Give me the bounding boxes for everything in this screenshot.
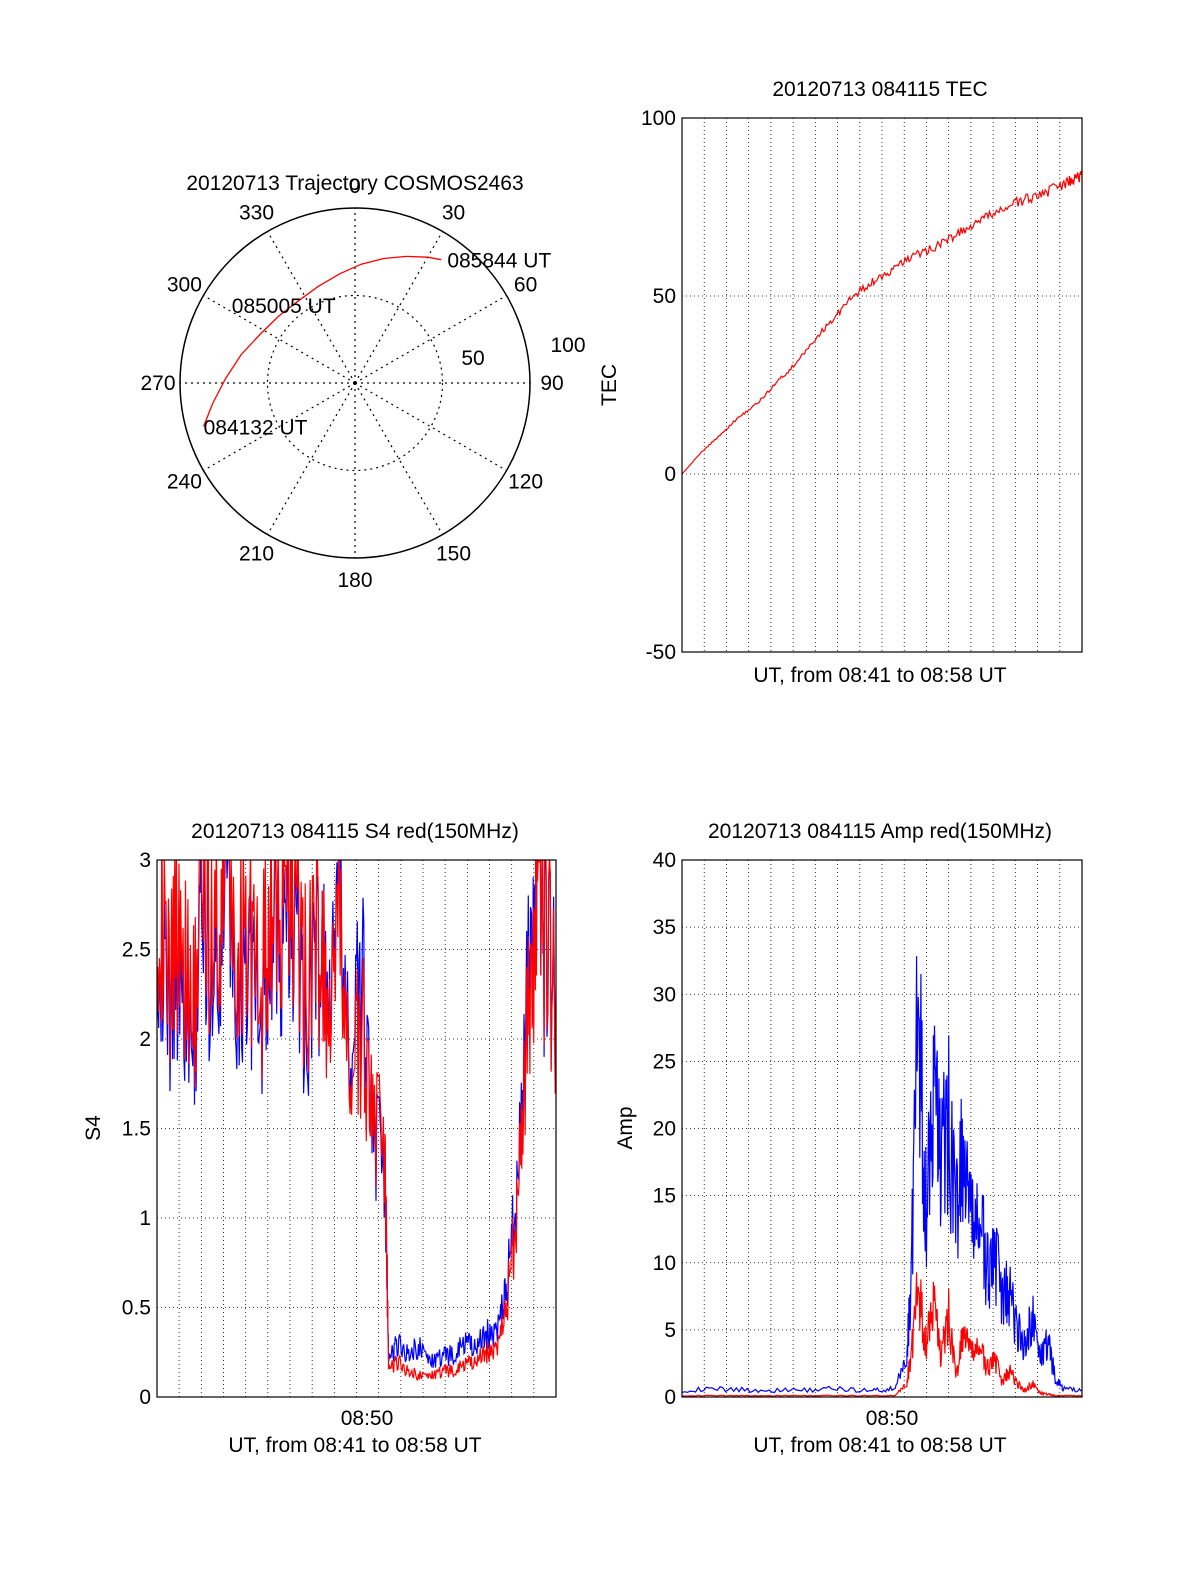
tec-xlabel: UT, from 08:41 to 08:58 UT (753, 664, 1006, 687)
trajectory-panel: 20120713 Trajectory COSMOS2463 0 30 60 90 12… (140, 172, 585, 592)
polar-angle-label: 240 (167, 471, 202, 494)
y-tick-label: 20 (653, 1118, 676, 1141)
polar-ring-50 (266, 294, 444, 472)
s4-title: 20120713 084115 S4 red(150MHz) (191, 820, 519, 843)
tec-title: 20120713 084115 TEC (772, 78, 987, 101)
tec-panel: 20120713 084115 TEC UT, from 08:41 to 08… (598, 78, 1083, 687)
trajectory-time-label: 084132 UT (204, 416, 308, 439)
y-tick-label: 0 (664, 463, 676, 486)
plot-frame (681, 117, 1083, 653)
polar-angle-label: 210 (239, 543, 274, 566)
polar-spoke (354, 294, 507, 384)
y-tick-label: 0 (139, 1386, 151, 1409)
y-tick-label: 1.5 (122, 1118, 151, 1141)
polar-radial-label: 50 (461, 347, 484, 370)
y-tick-label: 100 (641, 107, 676, 130)
polar-radial-label: 100 (550, 334, 585, 357)
polar-angle-label: 0 (349, 175, 361, 198)
y-tick-label: 0.5 (122, 1297, 151, 1320)
y-tick-label: 35 (653, 916, 676, 939)
y-tick-label: 5 (664, 1319, 676, 1342)
y-tick-label: 10 (653, 1252, 676, 1275)
amp-panel: 20120713 084115 Amp red(150MHz) UT, from… (614, 820, 1083, 1457)
trajectory-title: 20120713 Trajectory COSMOS2463 (186, 172, 523, 195)
polar-spoke (203, 382, 356, 472)
plot-frame (681, 859, 1083, 1398)
y-tick-label: 50 (653, 285, 676, 308)
amp-plot: 0 5 10 15 20 25 30 35 40 08:50 (653, 849, 1083, 1430)
s4-plot: 0 0.5 1 1.5 2 2.5 3 08:50 (122, 849, 557, 1430)
s4-ylabel: S4 (82, 1115, 105, 1141)
plot-frame (156, 859, 557, 1398)
polar-angle-label: 60 (514, 274, 537, 297)
trajectory-time-label: 085005 UT (232, 295, 336, 318)
polar-spoke (203, 294, 356, 384)
x-tick-label: 08:50 (866, 1407, 919, 1430)
x-tick-label: 08:50 (341, 1407, 394, 1430)
polar-spoke (266, 382, 356, 535)
amp-xlabel: UT, from 08:41 to 08:58 UT (753, 1434, 1006, 1457)
series-line (157, 860, 556, 1381)
polar-angle-label: 90 (540, 372, 563, 395)
amp-title: 20120713 084115 Amp red(150MHz) (708, 820, 1052, 843)
y-tick-label: 25 (653, 1050, 676, 1073)
polar-angle-label: 30 (442, 201, 465, 224)
y-tick-label: 2 (139, 1028, 151, 1051)
tec-plot: -50 0 50 100 (641, 107, 1083, 664)
polar-angle-label: 330 (239, 201, 274, 224)
polar-angle-label: 120 (508, 471, 543, 494)
polar-angle-label: 150 (436, 543, 471, 566)
y-tick-label: 15 (653, 1185, 676, 1208)
polar-angle-label: 180 (337, 569, 372, 592)
y-tick-label: 3 (139, 849, 151, 872)
series-line (157, 860, 556, 1369)
polar-grid: 0 30 60 90 120 150 180 210 240 270 300 330 50 100 (140, 175, 585, 592)
series-line (682, 170, 1082, 475)
tec-ylabel: TEC (598, 364, 621, 406)
y-tick-label: 40 (653, 849, 676, 872)
y-tick-label: 0 (664, 1386, 676, 1409)
trajectory-time-label: 085844 UT (447, 250, 551, 273)
polar-data: 084132 UT 085005 UT 085844 UT (202, 250, 551, 439)
polar-angle-label: 270 (140, 372, 175, 395)
y-tick-label: 2.5 (122, 939, 151, 962)
y-tick-label: -50 (646, 641, 676, 664)
series-line (682, 956, 1082, 1394)
trajectory-line (202, 255, 442, 427)
polar-spoke (266, 231, 356, 384)
amp-ylabel: Amp (614, 1106, 637, 1149)
polar-spoke (354, 382, 444, 535)
polar-angle-label: 300 (167, 274, 202, 297)
s4-panel: 20120713 084115 S4 red(150MHz) UT, from … (82, 820, 557, 1457)
polar-spoke (354, 382, 507, 472)
y-tick-label: 1 (139, 1207, 151, 1230)
series-line (682, 1272, 1082, 1397)
y-tick-label: 30 (653, 983, 676, 1006)
s4-xlabel: UT, from 08:41 to 08:58 UT (228, 1434, 481, 1457)
